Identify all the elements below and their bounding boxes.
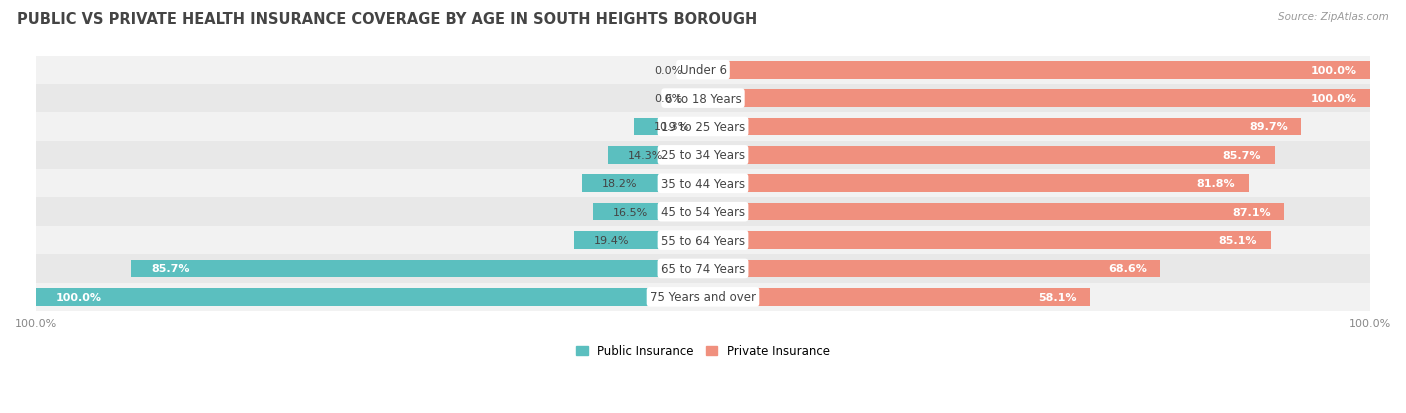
Bar: [582, 175, 703, 192]
Text: PUBLIC VS PRIVATE HEALTH INSURANCE COVERAGE BY AGE IN SOUTH HEIGHTS BOROUGH: PUBLIC VS PRIVATE HEALTH INSURANCE COVER…: [17, 12, 756, 27]
Bar: [703, 260, 1160, 278]
Bar: [703, 90, 1369, 108]
Text: 75 Years and over: 75 Years and over: [650, 291, 756, 304]
Bar: [37, 283, 1369, 311]
Text: 100.0%: 100.0%: [1310, 66, 1357, 76]
Text: 85.7%: 85.7%: [152, 264, 190, 274]
Bar: [703, 62, 1369, 79]
Text: 14.3%: 14.3%: [627, 150, 664, 161]
Bar: [703, 119, 1301, 136]
Bar: [574, 232, 703, 249]
Text: Under 6: Under 6: [679, 64, 727, 77]
Bar: [37, 141, 1369, 170]
Text: Source: ZipAtlas.com: Source: ZipAtlas.com: [1278, 12, 1389, 22]
Bar: [703, 175, 1249, 192]
Bar: [37, 170, 1369, 198]
Bar: [37, 85, 1369, 113]
Bar: [593, 203, 703, 221]
Bar: [37, 57, 1369, 85]
Bar: [703, 203, 1284, 221]
Bar: [37, 288, 703, 306]
Text: 100.0%: 100.0%: [1310, 94, 1357, 104]
Text: 85.7%: 85.7%: [1223, 150, 1261, 161]
Text: 19.4%: 19.4%: [593, 235, 628, 245]
Text: 65 to 74 Years: 65 to 74 Years: [661, 262, 745, 275]
Text: 81.8%: 81.8%: [1197, 179, 1234, 189]
Text: 85.1%: 85.1%: [1219, 235, 1257, 245]
Text: 87.1%: 87.1%: [1232, 207, 1271, 217]
Text: 18.2%: 18.2%: [602, 179, 637, 189]
Text: 35 to 44 Years: 35 to 44 Years: [661, 177, 745, 190]
Legend: Public Insurance, Private Insurance: Public Insurance, Private Insurance: [571, 340, 835, 362]
Bar: [634, 119, 703, 136]
Bar: [703, 147, 1274, 164]
Text: 0.0%: 0.0%: [655, 94, 683, 104]
Bar: [37, 113, 1369, 141]
Bar: [607, 147, 703, 164]
Bar: [703, 232, 1271, 249]
Bar: [37, 255, 1369, 283]
Bar: [37, 226, 1369, 255]
Bar: [703, 288, 1091, 306]
Text: 19 to 25 Years: 19 to 25 Years: [661, 121, 745, 134]
Text: 68.6%: 68.6%: [1108, 264, 1147, 274]
Text: 55 to 64 Years: 55 to 64 Years: [661, 234, 745, 247]
Bar: [132, 260, 703, 278]
Text: 0.0%: 0.0%: [655, 66, 683, 76]
Text: 100.0%: 100.0%: [56, 292, 103, 302]
Text: 10.3%: 10.3%: [654, 122, 689, 132]
Text: 58.1%: 58.1%: [1039, 292, 1077, 302]
Text: 45 to 54 Years: 45 to 54 Years: [661, 206, 745, 218]
Text: 6 to 18 Years: 6 to 18 Years: [665, 93, 741, 105]
Text: 25 to 34 Years: 25 to 34 Years: [661, 149, 745, 162]
Text: 16.5%: 16.5%: [613, 207, 648, 217]
Bar: [37, 198, 1369, 226]
Text: 89.7%: 89.7%: [1249, 122, 1288, 132]
